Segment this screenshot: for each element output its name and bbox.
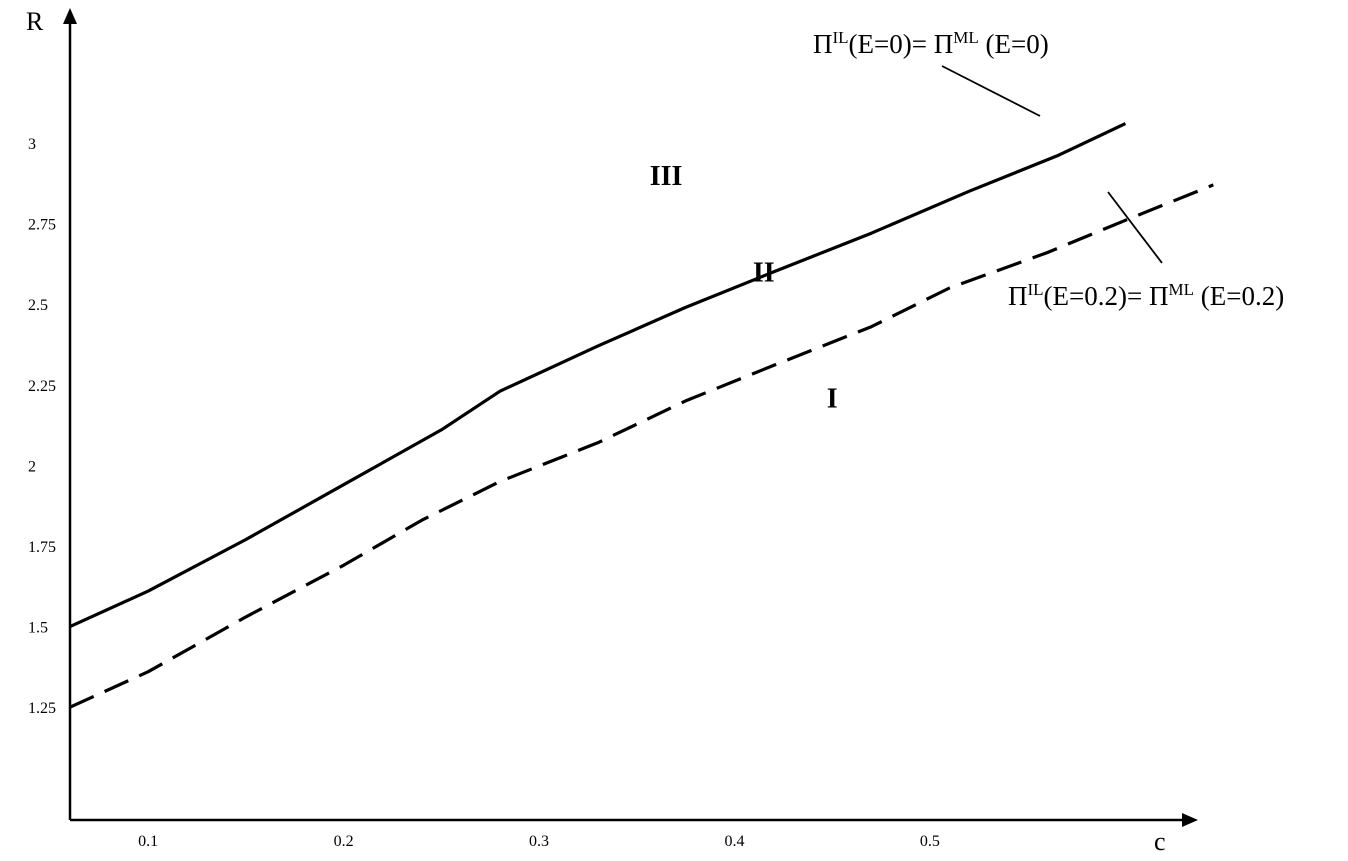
y-axis-arrowhead [63,8,77,24]
y-tick-label: 1.75 [28,539,56,556]
solid-series-line [69,122,1127,629]
annotation-text: (E=0.2)= Π [1044,281,1169,311]
x-tick-label: 0.2 [334,833,354,850]
y-tick-label: 3 [28,136,36,153]
y-tick-label: 1.25 [28,700,56,717]
series-annotations: ΠIL(E=0)= ΠML (E=0)ΠIL(E=0.2)= ΠML (E=0.… [813,28,1284,311]
region-label: I [827,383,838,414]
annotation-leader-line [941,65,1041,117]
region-label: II [753,258,775,289]
x-tick-labels: 0.1 0.2 0.3 0.4 0.5 [138,833,940,850]
x-tick-label: 0.5 [920,833,940,850]
annotation-text: (E=0) [979,29,1049,59]
annotation-text: Π [813,29,833,59]
annotation-text: (E=0)= Π [849,29,954,59]
annotation-superscript: IL [833,28,849,47]
x-axis-label: c [1154,827,1166,856]
y-tick-label: 2.5 [28,297,48,314]
series-annotation-label: ΠIL(E=0.2)= ΠML (E=0.2) [1008,280,1284,311]
annotation-superscript: ML [1168,280,1194,299]
x-axis-arrowhead [1182,813,1198,827]
y-tick-label: 2.75 [28,217,56,234]
annotation-text: Π [1008,281,1028,311]
region-label: III [650,161,683,192]
annotation-superscript: ML [953,28,979,47]
y-axis-label: R [26,7,44,36]
series-lines [69,122,1214,709]
x-tick-label: 0.4 [724,833,744,850]
x-tick-label: 0.1 [138,833,158,850]
annotation-superscript: IL [1028,280,1044,299]
axes [63,8,1198,827]
annotation-leader-line [1107,191,1163,264]
y-tick-label: 2.25 [28,378,56,395]
y-tick-labels: 1.25 1.5 1.75 2 2.25 2.5 2.75 3 [28,136,56,717]
series-annotation-label: ΠIL(E=0)= ΠML (E=0) [813,28,1049,59]
y-tick-label: 1.5 [28,620,48,637]
annotation-text: (E=0.2) [1194,281,1284,311]
x-tick-label: 0.3 [529,833,549,850]
y-tick-label: 2 [28,458,36,475]
dashed-series-line [69,183,1214,709]
